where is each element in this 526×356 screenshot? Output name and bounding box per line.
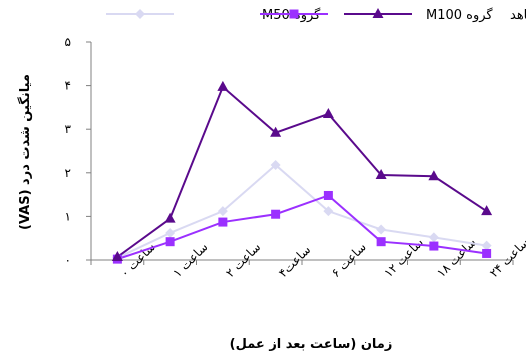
series-line-2	[116, 85, 488, 258]
data-point	[323, 190, 333, 200]
series-line-0	[116, 163, 487, 259]
y-tick-label: ۴	[65, 79, 71, 93]
axes	[90, 42, 513, 261]
data-point	[428, 232, 439, 243]
data-point	[218, 217, 228, 227]
data-point	[375, 168, 387, 179]
data-point	[322, 107, 334, 118]
data-point	[165, 227, 176, 238]
legend-label: گروه شاهد	[510, 7, 526, 23]
data-point	[323, 206, 334, 217]
data-point	[481, 240, 492, 251]
data-point	[217, 80, 229, 91]
data-point	[482, 248, 492, 258]
y-tick-label: ۲	[65, 166, 71, 180]
y-axis-title: میانگین شدت درد (VAS)	[17, 74, 33, 230]
x-tick-label: ساعت ۲۴	[487, 235, 526, 280]
x-tick-label: ساعت ۱۸	[434, 235, 479, 280]
series-line-1	[117, 194, 487, 261]
data-point	[217, 206, 228, 217]
series-lines	[116, 85, 488, 261]
data-point	[376, 224, 387, 235]
legend-label: گروه M100	[426, 7, 493, 23]
data-point	[271, 209, 281, 219]
data-point	[481, 205, 493, 216]
data-point	[270, 126, 282, 137]
data-point	[270, 159, 281, 170]
legend-marker	[289, 9, 299, 19]
legend-marker	[372, 8, 384, 18]
y-tick-label: ۵	[65, 35, 71, 49]
legend-marker	[135, 9, 145, 19]
data-point	[376, 237, 386, 247]
series-markers	[111, 80, 493, 264]
data-point	[164, 212, 176, 223]
y-tick-label: ۱	[65, 209, 71, 223]
data-point	[111, 250, 123, 261]
y-tick-label: ۰	[65, 253, 71, 267]
x-tick-label: ساعت۴	[276, 243, 314, 281]
y-tick-label: ۳	[65, 122, 72, 136]
x-axis-title: زمان (ساعت بعد از عمل)	[230, 337, 393, 352]
data-point	[429, 241, 439, 251]
data-point	[428, 170, 440, 181]
data-point	[165, 237, 175, 247]
